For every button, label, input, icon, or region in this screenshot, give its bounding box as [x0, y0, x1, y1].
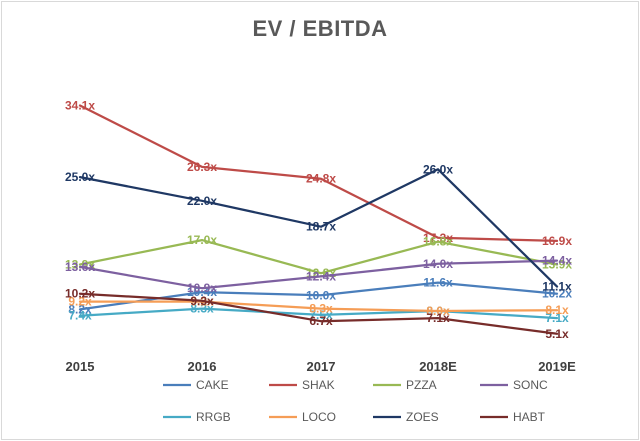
data-label-rrgb-2: 7.5x [309, 308, 333, 322]
legend-label-pzza: PZZA [406, 378, 437, 392]
series-line-zoes [78, 168, 559, 288]
data-label-rrgb-4: 7.1x [545, 311, 569, 325]
legend-label-rrgb: RRGB [196, 410, 231, 424]
legend-label-zoes: ZOES [406, 410, 439, 424]
data-label-loco-4: 8.1x [545, 303, 569, 317]
x-tick-label-4: 2019E [538, 359, 576, 374]
data-label-pzza-3: 16.8x [423, 235, 453, 249]
data-label-sonc-4: 14.4x [542, 254, 572, 268]
data-label-habt-4: 5.1x [545, 327, 569, 341]
data-label-loco-2: 8.3x [309, 302, 333, 316]
data-label-cake-1: 10.4x [187, 285, 217, 299]
series-line-habt [78, 292, 559, 335]
data-label-shak-2: 24.8x [306, 172, 336, 186]
legend-label-sonc: SONC [513, 378, 548, 392]
series-line-rrgb [78, 307, 559, 320]
series-line-loco [78, 300, 559, 313]
legend-label-habt: HABT [513, 410, 546, 424]
data-label-shak-0: 34.1x [65, 99, 95, 113]
data-label-cake-3: 11.6x [423, 276, 453, 290]
x-tick-label-3: 2018E [419, 359, 457, 374]
legend-label-shak: SHAK [302, 378, 335, 392]
data-label-cake-0: 8.2x [68, 302, 92, 316]
data-label-zoes-1: 22.0x [187, 194, 217, 208]
legend-label-loco: LOCO [302, 410, 336, 424]
data-label-sonc-3: 14.0x [423, 257, 453, 271]
data-label-cake-4: 10.2x [542, 287, 572, 301]
x-tick-label-0: 2015 [66, 359, 95, 374]
series-line-sonc [78, 259, 559, 290]
data-label-habt-2: 6.7x [309, 314, 333, 328]
data-label-cake-2: 10.0x [306, 288, 336, 302]
data-label-shak-3: 17.3x [423, 231, 453, 245]
data-label-loco-0: 9.2x [68, 295, 92, 309]
data-label-pzza-1: 17.0x [187, 233, 217, 247]
data-label-zoes-2: 18.7x [306, 220, 336, 234]
data-label-loco-3: 8.0x [426, 304, 450, 318]
data-label-rrgb-1: 8.3x [190, 302, 214, 316]
data-label-habt-1: 9.3x [190, 294, 214, 308]
legend-label-cake: CAKE [196, 378, 229, 392]
series-line-pzza [78, 238, 559, 275]
series-line-shak [78, 104, 559, 243]
data-label-zoes-3: 26.0x [423, 162, 453, 176]
data-label-habt-0: 10.2x [65, 287, 95, 301]
x-tick-label-1: 2016 [188, 359, 217, 374]
data-label-sonc-0: 13.6x [65, 260, 95, 274]
data-label-sonc-2: 12.4x [306, 269, 336, 283]
data-label-shak-4: 16.9x [542, 234, 572, 248]
data-label-shak-1: 26.3x [187, 160, 217, 174]
data-label-sonc-1: 10.9x [187, 281, 217, 295]
x-tick-label-2: 2017 [307, 359, 336, 374]
data-label-zoes-4: 11.1x [542, 280, 572, 294]
chart-title: EV / EBITDA [252, 16, 388, 41]
data-label-rrgb-0: 7.4x [68, 309, 92, 323]
data-label-habt-3: 7.1x [426, 311, 450, 325]
data-label-zoes-0: 25.0x [65, 170, 95, 184]
